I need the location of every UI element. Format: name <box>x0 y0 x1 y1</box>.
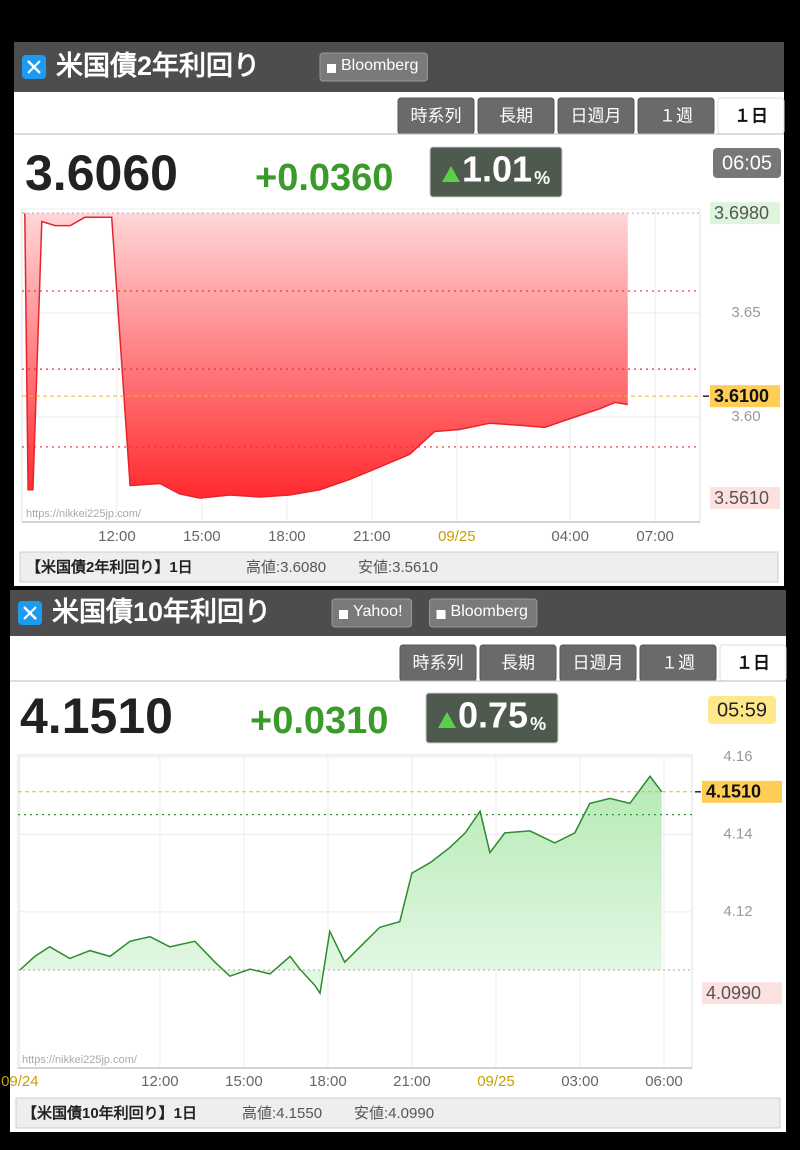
x-tick-label: 18:00 <box>309 1073 347 1090</box>
source-icon <box>436 610 446 619</box>
footer-name: 【米国債10年利回り】1日 <box>22 1104 197 1122</box>
change: +0.0360 <box>255 157 393 199</box>
marker-box <box>702 982 782 1005</box>
source-label: Bloomberg <box>341 57 418 74</box>
marker-label: 4.1510 <box>706 782 761 802</box>
time: 06:05 <box>722 152 772 174</box>
panel-title: 米国債10年利回り <box>52 596 271 627</box>
footer-name: 【米国債2年利回り】1日 <box>26 558 193 576</box>
x-tick-label: 12:00 <box>98 528 136 545</box>
pct-unit: % <box>530 714 546 734</box>
price-line <box>24 213 628 499</box>
change: +0.0310 <box>250 700 388 742</box>
footer-bar <box>19 551 779 583</box>
price: 4.1510 <box>20 688 173 744</box>
price-line <box>19 775 663 996</box>
x-tick-label: 07:00 <box>636 528 674 545</box>
tab-label[interactable]: 日週月 <box>573 653 624 672</box>
source-button[interactable] <box>429 598 538 628</box>
tab-label[interactable]: 長期 <box>501 653 535 672</box>
source-icon <box>327 64 336 73</box>
source-icon <box>339 610 348 619</box>
tab-label[interactable]: １週 <box>661 653 695 672</box>
footer-high: 高値:4.1550 <box>242 1105 322 1122</box>
price: 3.6060 <box>25 145 178 201</box>
up-triangle <box>438 712 456 728</box>
change-pct-box <box>429 146 563 198</box>
marker-box <box>710 202 780 225</box>
time: 05:59 <box>717 699 767 721</box>
y-tick-label: 4.16 <box>723 748 752 765</box>
pct-unit: % <box>534 168 550 188</box>
x-tick-label: 21:00 <box>353 528 391 545</box>
tab-label[interactable]: １週 <box>659 106 693 125</box>
watermark: https://nikkei225jp.com/ <box>22 1054 138 1066</box>
footer-high: 高値:3.6080 <box>246 559 326 576</box>
x-icon-stroke <box>23 606 37 620</box>
y-tick-label: 3.60 <box>731 408 760 425</box>
x-tick-label: 06:00 <box>645 1073 683 1090</box>
watermark: https://nikkei225jp.com/ <box>26 508 142 520</box>
x-tick-label: 15:00 <box>225 1073 263 1090</box>
marker-label: 3.6980 <box>714 203 769 223</box>
source-button[interactable] <box>319 52 428 82</box>
up-triangle <box>442 166 460 182</box>
x-tick-label: 04:00 <box>551 528 589 545</box>
source-button[interactable] <box>331 598 413 628</box>
marker-label: 3.5610 <box>714 488 769 508</box>
tab-label[interactable]: 時系列 <box>411 106 462 125</box>
y-tick-label: 4.12 <box>723 903 752 920</box>
marker-box <box>702 780 782 803</box>
change-pct-box <box>425 692 559 744</box>
x-tick-label: 12:00 <box>141 1073 179 1090</box>
y-tick-label: 3.65 <box>731 304 760 321</box>
area-fill <box>19 776 662 994</box>
footer-bar <box>15 1097 781 1129</box>
time-box <box>708 696 776 724</box>
x-icon-stroke <box>27 60 41 74</box>
marker-box <box>710 385 780 408</box>
marker-box <box>710 487 780 510</box>
marker-label: 4.0990 <box>706 983 761 1003</box>
x-tick-label: 09/25 <box>438 528 476 545</box>
x-tick-label: 18:00 <box>268 528 306 545</box>
change-pct: 1.01 <box>462 149 532 190</box>
tab-label[interactable]: １日 <box>736 653 770 672</box>
x-tick-label: 09/25 <box>477 1073 515 1090</box>
x-tick-label: 21:00 <box>393 1073 431 1090</box>
tab-label[interactable]: 長期 <box>499 106 533 125</box>
change-pct: 0.75 <box>458 695 528 736</box>
source-label: Yahoo! <box>353 603 403 620</box>
time-box <box>713 148 781 178</box>
area-fill <box>24 213 628 499</box>
tab-label[interactable]: １日 <box>734 106 768 125</box>
tab-label[interactable]: 時系列 <box>413 653 464 672</box>
footer-low: 安値:4.0990 <box>354 1105 434 1122</box>
x-tick-label: 03:00 <box>561 1073 599 1090</box>
source-label: Bloomberg <box>451 603 528 620</box>
x-tick-label: 09/24 <box>1 1073 39 1090</box>
panel-title: 米国債2年利回り <box>56 50 260 81</box>
marker-label: 3.6100 <box>714 386 769 406</box>
footer-low: 安値:3.5610 <box>358 559 438 576</box>
x-tick-label: 15:00 <box>183 528 221 545</box>
tab-label[interactable]: 日週月 <box>571 106 622 125</box>
y-tick-label: 4.14 <box>723 825 752 842</box>
